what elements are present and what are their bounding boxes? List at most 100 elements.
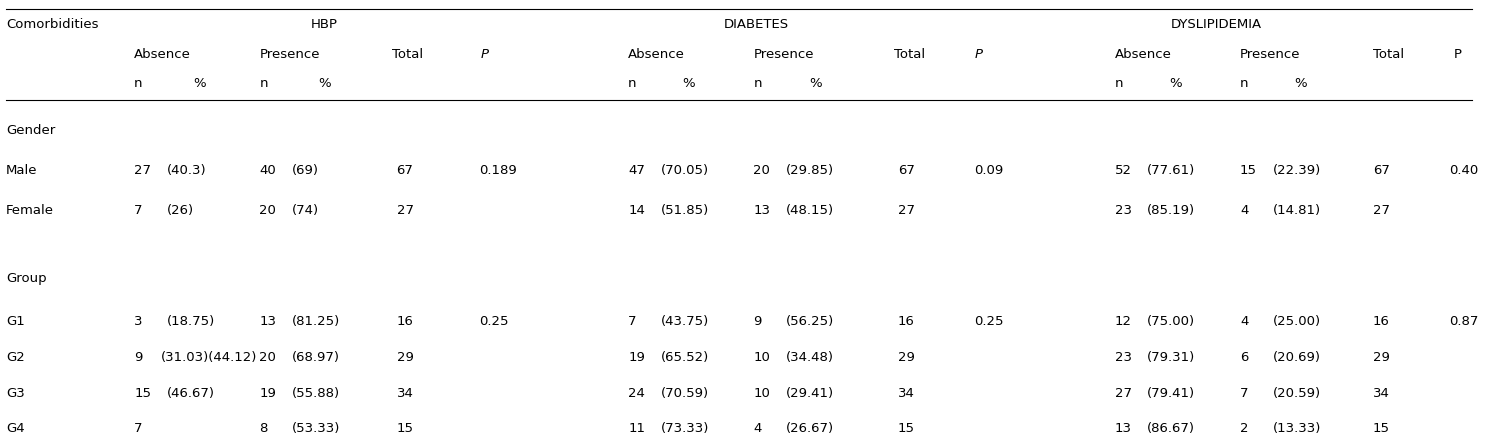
Text: 4: 4 — [753, 422, 762, 436]
Text: 20: 20 — [260, 204, 276, 218]
Text: 13: 13 — [1114, 422, 1132, 436]
Text: 15: 15 — [397, 422, 413, 436]
Text: G2: G2 — [6, 351, 25, 364]
Text: n: n — [1239, 78, 1248, 90]
Text: (69): (69) — [291, 164, 319, 177]
Text: (34.48): (34.48) — [786, 351, 834, 364]
Text: 16: 16 — [898, 314, 915, 327]
Text: 34: 34 — [898, 386, 915, 399]
Text: (18.75): (18.75) — [166, 314, 215, 327]
Text: Absence: Absence — [134, 48, 192, 61]
Text: G3: G3 — [6, 386, 25, 399]
Text: 7: 7 — [134, 422, 143, 436]
Text: Total: Total — [392, 48, 424, 61]
Text: n: n — [629, 78, 636, 90]
Text: P: P — [975, 48, 982, 61]
Text: DIABETES: DIABETES — [724, 18, 789, 31]
Text: 4: 4 — [1239, 314, 1248, 327]
Text: Comorbidities: Comorbidities — [6, 18, 98, 31]
Text: 23: 23 — [1114, 204, 1132, 218]
Text: Absence: Absence — [629, 48, 685, 61]
Text: Presence: Presence — [1239, 48, 1300, 61]
Text: 67: 67 — [397, 164, 413, 177]
Text: 34: 34 — [397, 386, 413, 399]
Text: Gender: Gender — [6, 124, 55, 137]
Text: (25.00): (25.00) — [1272, 314, 1321, 327]
Text: 47: 47 — [629, 164, 645, 177]
Text: 16: 16 — [1373, 314, 1389, 327]
Text: n: n — [1114, 78, 1123, 90]
Text: (68.97): (68.97) — [291, 351, 340, 364]
Text: 27: 27 — [898, 204, 915, 218]
Text: 0.09: 0.09 — [975, 164, 1005, 177]
Text: (55.88): (55.88) — [291, 386, 340, 399]
Text: (20.69): (20.69) — [1272, 351, 1321, 364]
Text: 8: 8 — [260, 422, 267, 436]
Text: (74): (74) — [291, 204, 319, 218]
Text: 23: 23 — [1114, 351, 1132, 364]
Text: P: P — [480, 48, 489, 61]
Text: (86.67): (86.67) — [1147, 422, 1195, 436]
Text: 16: 16 — [397, 314, 413, 327]
Text: (46.67): (46.67) — [166, 386, 214, 399]
Text: (31.03)(44.12): (31.03)(44.12) — [160, 351, 257, 364]
Text: (43.75): (43.75) — [660, 314, 709, 327]
Text: 15: 15 — [898, 422, 915, 436]
Text: 20: 20 — [260, 351, 276, 364]
Text: 19: 19 — [260, 386, 276, 399]
Text: Total: Total — [893, 48, 924, 61]
Text: 14: 14 — [629, 204, 645, 218]
Text: (20.59): (20.59) — [1272, 386, 1321, 399]
Text: (48.15): (48.15) — [786, 204, 834, 218]
Text: 67: 67 — [1373, 164, 1389, 177]
Text: Absence: Absence — [1114, 48, 1171, 61]
Text: 27: 27 — [1114, 386, 1132, 399]
Text: P: P — [1453, 48, 1462, 61]
Text: %: % — [193, 78, 205, 90]
Text: %: % — [1169, 78, 1181, 90]
Text: 9: 9 — [134, 351, 143, 364]
Text: (85.19): (85.19) — [1147, 204, 1195, 218]
Text: 9: 9 — [753, 314, 762, 327]
Text: 4: 4 — [1239, 204, 1248, 218]
Text: 13: 13 — [753, 204, 770, 218]
Text: (26.67): (26.67) — [786, 422, 834, 436]
Text: 13: 13 — [260, 314, 276, 327]
Text: (22.39): (22.39) — [1272, 164, 1321, 177]
Text: 11: 11 — [629, 422, 645, 436]
Text: DYSLIPIDEMIA: DYSLIPIDEMIA — [1171, 18, 1262, 31]
Text: 0.189: 0.189 — [478, 164, 517, 177]
Text: 10: 10 — [753, 351, 770, 364]
Text: %: % — [318, 78, 331, 90]
Text: 0.87: 0.87 — [1449, 314, 1479, 327]
Text: (51.85): (51.85) — [660, 204, 709, 218]
Text: %: % — [682, 78, 695, 90]
Text: 6: 6 — [1239, 351, 1248, 364]
Text: (77.61): (77.61) — [1147, 164, 1195, 177]
Text: (29.85): (29.85) — [786, 164, 834, 177]
Text: Female: Female — [6, 204, 53, 218]
Text: G4: G4 — [6, 422, 24, 436]
Text: (40.3): (40.3) — [166, 164, 207, 177]
Text: 15: 15 — [1239, 164, 1257, 177]
Text: 0.40: 0.40 — [1449, 164, 1479, 177]
Text: 19: 19 — [629, 351, 645, 364]
Text: 15: 15 — [134, 386, 152, 399]
Text: n: n — [753, 78, 762, 90]
Text: 67: 67 — [898, 164, 915, 177]
Text: (14.81): (14.81) — [1272, 204, 1321, 218]
Text: 7: 7 — [134, 204, 143, 218]
Text: (26): (26) — [166, 204, 193, 218]
Text: 15: 15 — [1373, 422, 1389, 436]
Text: (73.33): (73.33) — [660, 422, 709, 436]
Text: (75.00): (75.00) — [1147, 314, 1195, 327]
Text: (65.52): (65.52) — [660, 351, 709, 364]
Text: Presence: Presence — [753, 48, 814, 61]
Text: 7: 7 — [1239, 386, 1248, 399]
Text: 27: 27 — [134, 164, 152, 177]
Text: 3: 3 — [134, 314, 143, 327]
Text: 24: 24 — [629, 386, 645, 399]
Text: HBP: HBP — [311, 18, 337, 31]
Text: (29.41): (29.41) — [786, 386, 834, 399]
Text: 20: 20 — [753, 164, 770, 177]
